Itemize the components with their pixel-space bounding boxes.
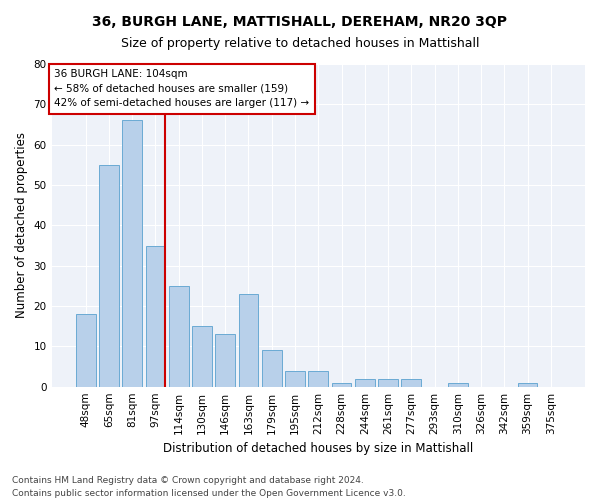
Bar — [518, 382, 538, 386]
Bar — [332, 382, 352, 386]
Bar — [169, 286, 188, 386]
Text: Contains HM Land Registry data © Crown copyright and database right 2024.
Contai: Contains HM Land Registry data © Crown c… — [12, 476, 406, 498]
Bar — [76, 314, 95, 386]
Text: 36 BURGH LANE: 104sqm
← 58% of detached houses are smaller (159)
42% of semi-det: 36 BURGH LANE: 104sqm ← 58% of detached … — [54, 69, 310, 108]
X-axis label: Distribution of detached houses by size in Mattishall: Distribution of detached houses by size … — [163, 442, 473, 455]
Text: Size of property relative to detached houses in Mattishall: Size of property relative to detached ho… — [121, 38, 479, 51]
Bar — [146, 246, 166, 386]
Bar — [192, 326, 212, 386]
Bar — [355, 378, 374, 386]
Bar — [122, 120, 142, 386]
Bar — [215, 334, 235, 386]
Y-axis label: Number of detached properties: Number of detached properties — [15, 132, 28, 318]
Bar — [448, 382, 468, 386]
Bar — [99, 165, 119, 386]
Bar — [401, 378, 421, 386]
Bar — [378, 378, 398, 386]
Bar — [285, 370, 305, 386]
Bar — [239, 294, 259, 386]
Bar — [262, 350, 281, 386]
Bar — [308, 370, 328, 386]
Text: 36, BURGH LANE, MATTISHALL, DEREHAM, NR20 3QP: 36, BURGH LANE, MATTISHALL, DEREHAM, NR2… — [92, 15, 508, 29]
